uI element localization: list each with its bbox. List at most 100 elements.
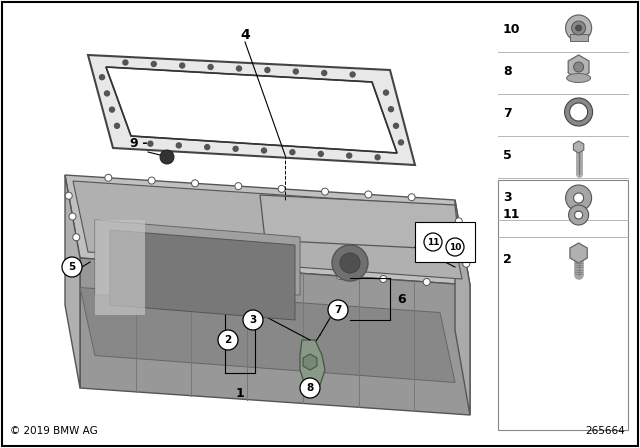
Polygon shape	[106, 67, 397, 153]
Circle shape	[459, 239, 466, 246]
Circle shape	[99, 75, 104, 80]
Circle shape	[69, 213, 76, 220]
Text: 5: 5	[503, 148, 512, 161]
Circle shape	[73, 234, 80, 241]
Circle shape	[180, 63, 185, 68]
Text: -: -	[138, 137, 147, 150]
Circle shape	[208, 65, 213, 69]
Circle shape	[120, 258, 127, 264]
Text: 8: 8	[307, 383, 314, 393]
Circle shape	[328, 300, 348, 320]
Circle shape	[65, 192, 72, 199]
Text: 3: 3	[503, 190, 511, 203]
Polygon shape	[260, 195, 460, 250]
Polygon shape	[300, 340, 325, 385]
Polygon shape	[110, 230, 295, 320]
Circle shape	[151, 61, 156, 66]
Circle shape	[408, 194, 415, 201]
Polygon shape	[73, 181, 462, 279]
Polygon shape	[568, 55, 589, 79]
Circle shape	[218, 330, 238, 350]
Circle shape	[148, 141, 153, 146]
Polygon shape	[88, 55, 415, 165]
Polygon shape	[455, 200, 470, 415]
Text: 11: 11	[427, 237, 439, 246]
Text: 9: 9	[129, 137, 138, 150]
Circle shape	[293, 69, 298, 74]
Circle shape	[109, 107, 115, 112]
Polygon shape	[95, 220, 300, 295]
Text: 7: 7	[334, 305, 342, 315]
Circle shape	[318, 151, 323, 156]
Circle shape	[115, 123, 120, 128]
Circle shape	[191, 180, 198, 187]
Text: 10: 10	[449, 242, 461, 251]
Circle shape	[235, 183, 242, 190]
Circle shape	[160, 150, 174, 164]
Circle shape	[573, 62, 584, 72]
Polygon shape	[570, 243, 588, 263]
Circle shape	[380, 276, 387, 283]
Text: 10: 10	[503, 22, 520, 35]
Polygon shape	[573, 141, 584, 153]
Circle shape	[293, 270, 300, 276]
Circle shape	[163, 260, 170, 267]
Bar	[570, 34, 588, 41]
Circle shape	[394, 123, 399, 128]
Text: © 2019 BMW AG: © 2019 BMW AG	[10, 426, 98, 436]
Polygon shape	[95, 220, 145, 315]
Circle shape	[332, 245, 368, 281]
Circle shape	[337, 272, 344, 280]
Circle shape	[566, 15, 591, 41]
Polygon shape	[65, 175, 80, 388]
Text: 11: 11	[503, 207, 520, 220]
Circle shape	[278, 185, 285, 192]
Circle shape	[375, 155, 380, 160]
Text: 6: 6	[397, 293, 406, 306]
Circle shape	[205, 145, 210, 150]
Circle shape	[207, 263, 214, 271]
Circle shape	[572, 21, 586, 35]
Circle shape	[347, 153, 352, 158]
Circle shape	[575, 25, 582, 31]
Bar	[415, 222, 475, 262]
Bar	[498, 180, 628, 430]
Text: 2: 2	[225, 335, 232, 345]
Circle shape	[424, 233, 442, 251]
Circle shape	[233, 146, 238, 151]
Circle shape	[399, 140, 403, 145]
Circle shape	[290, 150, 295, 155]
Text: 265664: 265664	[585, 426, 625, 436]
Circle shape	[176, 143, 181, 148]
Circle shape	[463, 260, 470, 267]
Circle shape	[243, 310, 263, 330]
Circle shape	[250, 267, 257, 273]
Text: 4: 4	[240, 28, 250, 42]
Circle shape	[237, 66, 241, 71]
Circle shape	[321, 188, 328, 195]
Ellipse shape	[566, 73, 591, 82]
Circle shape	[340, 253, 360, 273]
Text: 1: 1	[236, 387, 244, 400]
Circle shape	[383, 90, 388, 95]
Circle shape	[62, 257, 82, 277]
Text: 3: 3	[250, 315, 257, 325]
Circle shape	[104, 91, 109, 96]
Polygon shape	[65, 175, 470, 285]
Circle shape	[300, 378, 320, 398]
Circle shape	[446, 238, 464, 256]
Circle shape	[350, 72, 355, 77]
Circle shape	[455, 218, 462, 225]
Circle shape	[105, 174, 112, 181]
Polygon shape	[80, 288, 455, 383]
Circle shape	[423, 279, 430, 285]
Circle shape	[123, 60, 128, 65]
Circle shape	[262, 148, 266, 153]
Polygon shape	[303, 354, 317, 370]
Polygon shape	[80, 258, 470, 415]
Circle shape	[265, 68, 270, 73]
Text: 8: 8	[503, 65, 511, 78]
Circle shape	[322, 70, 326, 76]
Circle shape	[148, 177, 155, 184]
Circle shape	[388, 107, 394, 112]
